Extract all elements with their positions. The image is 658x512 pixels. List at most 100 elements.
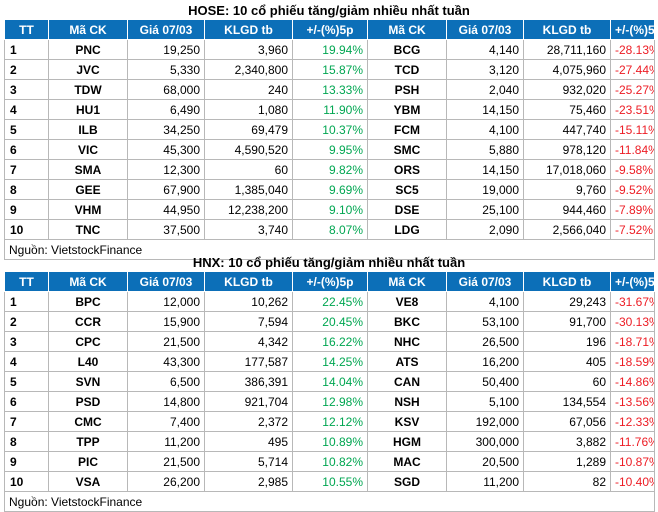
loser-volume: 91,700 [523,311,611,332]
loser-change: -12.33% [610,411,655,432]
loser-change: -27.44% [610,59,655,80]
rank: 2 [4,311,49,332]
loser-code: CAN [367,371,447,392]
gainer-code: PNC [48,39,128,60]
gainer-volume: 10,262 [204,291,293,312]
gainer-volume: 495 [204,431,293,452]
gainer-volume: 1,080 [204,99,293,120]
loser-volume: 29,243 [523,291,611,312]
hose-col-header: KLGD tb [523,19,611,40]
gainer-change: 20.45% [292,311,368,332]
hnx-col-header: KLGD tb [523,271,611,292]
gainer-volume: 4,342 [204,331,293,352]
gainer-price: 14,800 [127,391,205,412]
loser-change: -30.13% [610,311,655,332]
hose-col-header: Giá 07/03 [446,19,524,40]
loser-change: -11.84% [610,139,655,160]
rank: 9 [4,199,49,220]
loser-price: 5,100 [446,391,524,412]
gainer-price: 19,250 [127,39,205,60]
gainer-price: 21,500 [127,451,205,472]
table-row: 1 BPC 12,000 10,262 22.45% VE8 4,100 29,243 -31.… [4,291,655,312]
loser-price: 19,000 [446,179,524,200]
loser-volume: 82 [523,471,611,492]
loser-code: FCM [367,119,447,140]
loser-price: 192,000 [446,411,524,432]
hose-col-header: Giá 07/03 [127,19,205,40]
table-row: 6 VIC 45,300 4,590,520 9.95% SMC 5,880 978,120-… [4,139,655,160]
loser-change: -10.40% [610,471,655,492]
hnx-col-header: Giá 07/03 [127,271,205,292]
loser-volume: 932,020 [523,79,611,100]
loser-volume: 60 [523,371,611,392]
gainer-change: 9.10% [292,199,368,220]
rank: 3 [4,331,49,352]
hnx-panel: HNX: 10 cổ phiếu tăng/giảm nhiều nhất tu… [0,254,658,512]
loser-change: -9.58% [610,159,655,180]
gainer-code: JVC [48,59,128,80]
gainer-change: 8.07% [292,219,368,240]
loser-volume: 944,460 [523,199,611,220]
gainer-change: 15.87% [292,59,368,80]
gainer-code: VSA [48,471,128,492]
rank: 2 [4,59,49,80]
loser-change: -11.76% [610,431,655,452]
gainer-volume: 386,391 [204,371,293,392]
loser-change: -23.51% [610,99,655,120]
loser-change: -7.52% [610,219,655,240]
hose-title: HOSE: 10 cổ phiếu tăng/giảm nhiều nhất t… [188,3,470,18]
hose-source-row: Nguồn: VietstockFinance [4,239,655,260]
table-row: 8 TPP 11,200 495 10.89% HGM 300,000 3,882 -11.76… [4,431,655,452]
loser-volume: 28,711,160 [523,39,611,60]
rank: 6 [4,391,49,412]
table-row: 9 PIC 21,500 5,714 10.82% MAC 20,500 1,289 -10.8… [4,451,655,472]
loser-price: 25,100 [446,199,524,220]
table-row: 2 CCR 15,900 7,594 20.45% BKC 53,100 91,700 -30.… [4,311,655,332]
gainer-code: PSD [48,391,128,412]
loser-volume: 75,460 [523,99,611,120]
gainer-code: SVN [48,371,128,392]
table-row: 4 L40 43,300 177,587 14.25% ATS 16,200 405 -18.5… [4,351,655,372]
loser-price: 3,120 [446,59,524,80]
loser-price: 26,500 [446,331,524,352]
gainer-volume: 7,594 [204,311,293,332]
gainer-change: 11.90% [292,99,368,120]
loser-code: HGM [367,431,447,452]
table-row: 1 PNC 19,250 3,960 19.94% BCG 4,140 28,711,160-… [4,39,655,60]
gainer-change: 10.55% [292,471,368,492]
gainer-price: 44,950 [127,199,205,220]
gainer-price: 12,300 [127,159,205,180]
loser-price: 2,040 [446,79,524,100]
hnx-table: TT Mã CK Giá 07/03 KLGD tb +/-(%)5p Mã CK Giá … [4,271,655,512]
loser-change: -7.89% [610,199,655,220]
hose-col-header: Mã CK [48,19,128,40]
loser-code: YBM [367,99,447,120]
loser-volume: 2,566,040 [523,219,611,240]
loser-price: 16,200 [446,351,524,372]
gainer-price: 6,490 [127,99,205,120]
loser-code: MAC [367,451,447,472]
rank: 3 [4,79,49,100]
loser-volume: 4,075,960 [523,59,611,80]
loser-change: -9.52% [610,179,655,200]
gainer-price: 34,250 [127,119,205,140]
hose-header-row: TT Mã CK Giá 07/03 KLGD tb +/-(%)5p Mã CK Giá … [4,19,655,40]
gainer-code: CCR [48,311,128,332]
rank: 10 [4,219,49,240]
loser-volume: 17,018,060 [523,159,611,180]
gainer-volume: 4,590,520 [204,139,293,160]
gainer-volume: 69,479 [204,119,293,140]
hose-table: TT Mã CK Giá 07/03 KLGD tb +/-(%)5p Mã CK Giá … [4,19,655,260]
gainer-code: GEE [48,179,128,200]
loser-volume: 196 [523,331,611,352]
table-row: 9 VHM 44,950 12,238,200 9.10% DSE 25,100 944,46… [4,199,655,220]
gainer-change: 10.37% [292,119,368,140]
table-row: 4 HU1 6,490 1,080 11.90% YBM 14,150 75,460 -23.5… [4,99,655,120]
gainer-code: HU1 [48,99,128,120]
table-row: 7 SMA 12,300 60 9.82% ORS 14,150 17,018,060 -9.5… [4,159,655,180]
hose-panel: HOSE: 10 cổ phiếu tăng/giảm nhiều nhất t… [0,2,658,260]
hose-col-header: +/-(%)5p [610,19,655,40]
hose-col-header: +/-(%)5p [292,19,368,40]
hnx-col-header: +/-(%)5p [292,271,368,292]
table-row: 3 TDW 68,000 240 13.33% PSH 2,040 932,020 -25.27… [4,79,655,100]
